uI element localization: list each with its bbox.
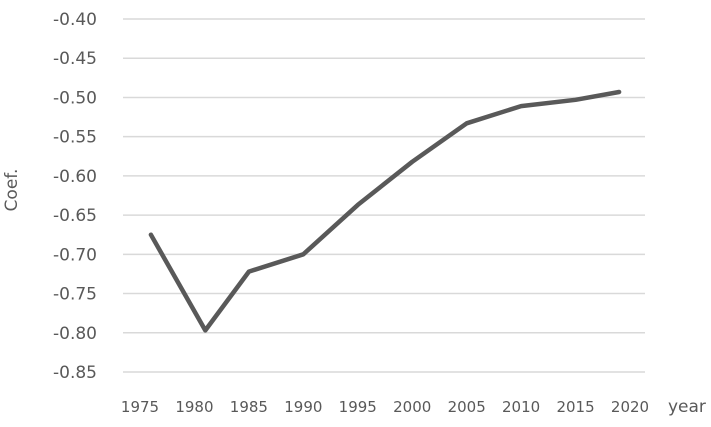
- series-layer: [148, 89, 622, 333]
- x-axis-ticks: 1975 1980 1985 1990 1995 2000 2005 2010 2015 2020: [121, 398, 649, 416]
- y-tick-label: -0.45: [53, 49, 97, 69]
- x-tick-label: 2005: [448, 398, 486, 416]
- y-tick-label: -0.50: [53, 88, 97, 108]
- y-tick-label: -0.75: [53, 285, 97, 305]
- gridlines: [123, 18, 645, 373]
- y-axis-label: Coef.: [2, 169, 22, 212]
- x-tick-label: 1985: [230, 398, 268, 416]
- x-tick-label: 2020: [611, 398, 649, 416]
- y-tick-label: -0.55: [53, 128, 97, 148]
- y-axis-ticks: -0.40 -0.45 -0.50 -0.55 -0.60 -0.65 -0.70 -0.75…: [53, 10, 97, 383]
- x-tick-label: 2000: [393, 398, 431, 416]
- y-tick-label: -0.70: [53, 245, 97, 265]
- x-tick-label: 2010: [502, 398, 540, 416]
- x-axis-label: year: [668, 397, 706, 417]
- y-tick-label: -0.60: [53, 167, 97, 187]
- y-tick-label: -0.80: [53, 324, 97, 344]
- x-tick-label: 2015: [556, 398, 594, 416]
- x-tick-label: 1995: [339, 398, 377, 416]
- x-tick-label: 1980: [175, 398, 213, 416]
- y-tick-label: -0.40: [53, 10, 97, 30]
- x-tick-label: 1975: [121, 398, 159, 416]
- y-tick-label: -0.65: [53, 206, 97, 226]
- y-tick-label: -0.85: [53, 363, 97, 383]
- series-line: [148, 89, 622, 333]
- x-tick-label: 1990: [284, 398, 322, 416]
